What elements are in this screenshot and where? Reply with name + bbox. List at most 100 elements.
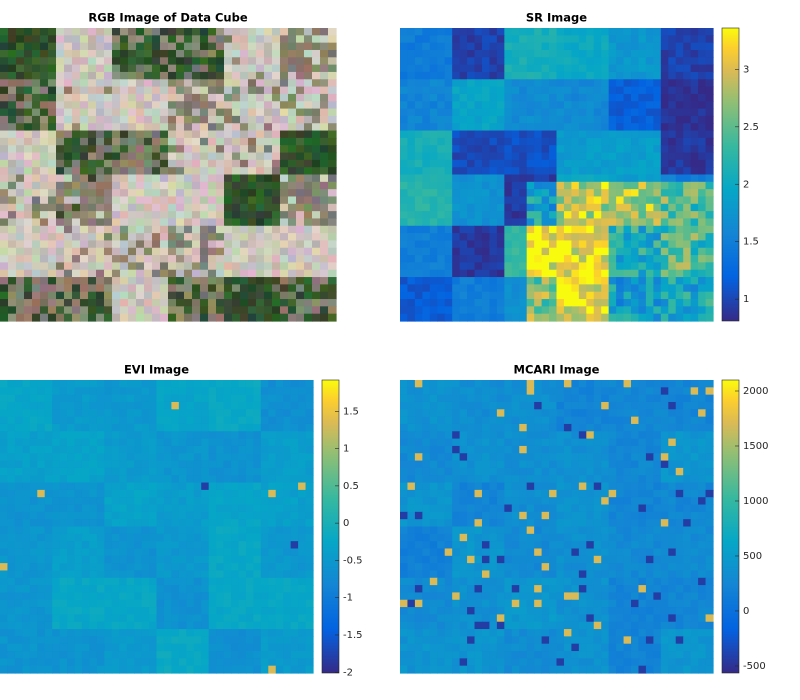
pixel: [0, 577, 9, 586]
pixel: [128, 167, 137, 176]
pixel: [304, 145, 313, 154]
pixel: [112, 42, 121, 51]
pixel: [275, 401, 284, 410]
pixel: [14, 541, 23, 550]
pixel: [24, 181, 33, 190]
pixel: [216, 416, 225, 425]
pixel: [176, 269, 185, 278]
pixel: [668, 64, 677, 73]
pixel: [104, 380, 113, 388]
pixel: [444, 203, 453, 212]
pixel: [0, 159, 9, 168]
pixel: [72, 57, 81, 66]
pixel: [504, 145, 513, 154]
pixel: [52, 585, 61, 594]
pixel: [223, 643, 232, 652]
pixel: [160, 167, 169, 176]
pixel: [208, 651, 217, 659]
pixel: [96, 445, 105, 454]
pixel: [268, 585, 277, 594]
pixel: [223, 416, 232, 425]
pixel: [601, 167, 610, 176]
pixel: [541, 225, 550, 234]
pixel: [160, 79, 169, 88]
pixel: [168, 145, 177, 154]
pixel: [253, 423, 262, 432]
pixel: [112, 306, 121, 315]
pixel: [136, 174, 145, 183]
pixel: [698, 145, 707, 154]
pixel: [104, 460, 113, 469]
pixel: [7, 533, 16, 542]
pixel: [260, 548, 269, 557]
pixel: [64, 86, 73, 95]
pixel: [64, 247, 73, 256]
pixel: [192, 240, 201, 249]
pixel: [112, 299, 121, 307]
pixel: [248, 71, 257, 80]
pixel: [32, 306, 41, 315]
pixel: [48, 196, 57, 205]
pixel: [571, 86, 580, 95]
pixel: [44, 533, 53, 542]
pixel: [248, 306, 257, 315]
pixel: [37, 423, 46, 432]
pixel: [290, 409, 299, 418]
pixel: [312, 137, 321, 146]
pixel: [200, 137, 209, 146]
pixel: [48, 130, 57, 139]
pixel: [623, 277, 632, 285]
pixel: [193, 460, 202, 469]
pixel: [312, 233, 321, 242]
pixel: [216, 401, 225, 410]
pixel: [452, 28, 461, 36]
pixel: [245, 629, 254, 637]
pixel: [519, 299, 528, 307]
pixel: [414, 247, 423, 256]
pixel: [81, 563, 91, 572]
pixel: [72, 86, 81, 95]
pixel: [80, 306, 89, 315]
pixel: [283, 577, 292, 586]
pixel: [563, 108, 572, 117]
pixel: [474, 211, 483, 220]
pixel: [29, 416, 38, 425]
pixel: [163, 467, 172, 476]
pixel: [67, 438, 76, 447]
pixel: [104, 196, 113, 205]
pixel: [200, 64, 209, 73]
pixel: [141, 577, 150, 586]
pixel: [437, 181, 446, 190]
pixel: [163, 607, 172, 615]
pixel: [88, 79, 97, 88]
pixel: [52, 401, 61, 410]
pixel: [208, 629, 217, 637]
pixel: [623, 49, 632, 58]
pixel: [705, 49, 714, 58]
pixel: [8, 71, 17, 80]
pixel: [89, 658, 98, 667]
pixel: [290, 394, 299, 403]
pixel: [481, 123, 491, 132]
pixel: [290, 482, 299, 491]
pixel: [511, 108, 520, 117]
pixel: [593, 203, 602, 212]
pixel: [400, 152, 409, 161]
pixel: [104, 64, 113, 73]
pixel: [178, 570, 187, 579]
pixel: [7, 401, 16, 410]
pixel: [290, 651, 299, 659]
pixel: [631, 167, 640, 176]
pixel: [74, 438, 83, 447]
pixel: [40, 255, 49, 263]
pixel: [288, 218, 297, 227]
pixel: [645, 233, 654, 242]
pixel: [578, 233, 587, 242]
pixel: [275, 445, 284, 454]
pixel: [67, 651, 76, 659]
pixel: [260, 401, 269, 410]
pixel: [616, 233, 625, 242]
pixel: [264, 64, 273, 73]
pixel: [511, 313, 520, 322]
pixel: [160, 211, 169, 220]
